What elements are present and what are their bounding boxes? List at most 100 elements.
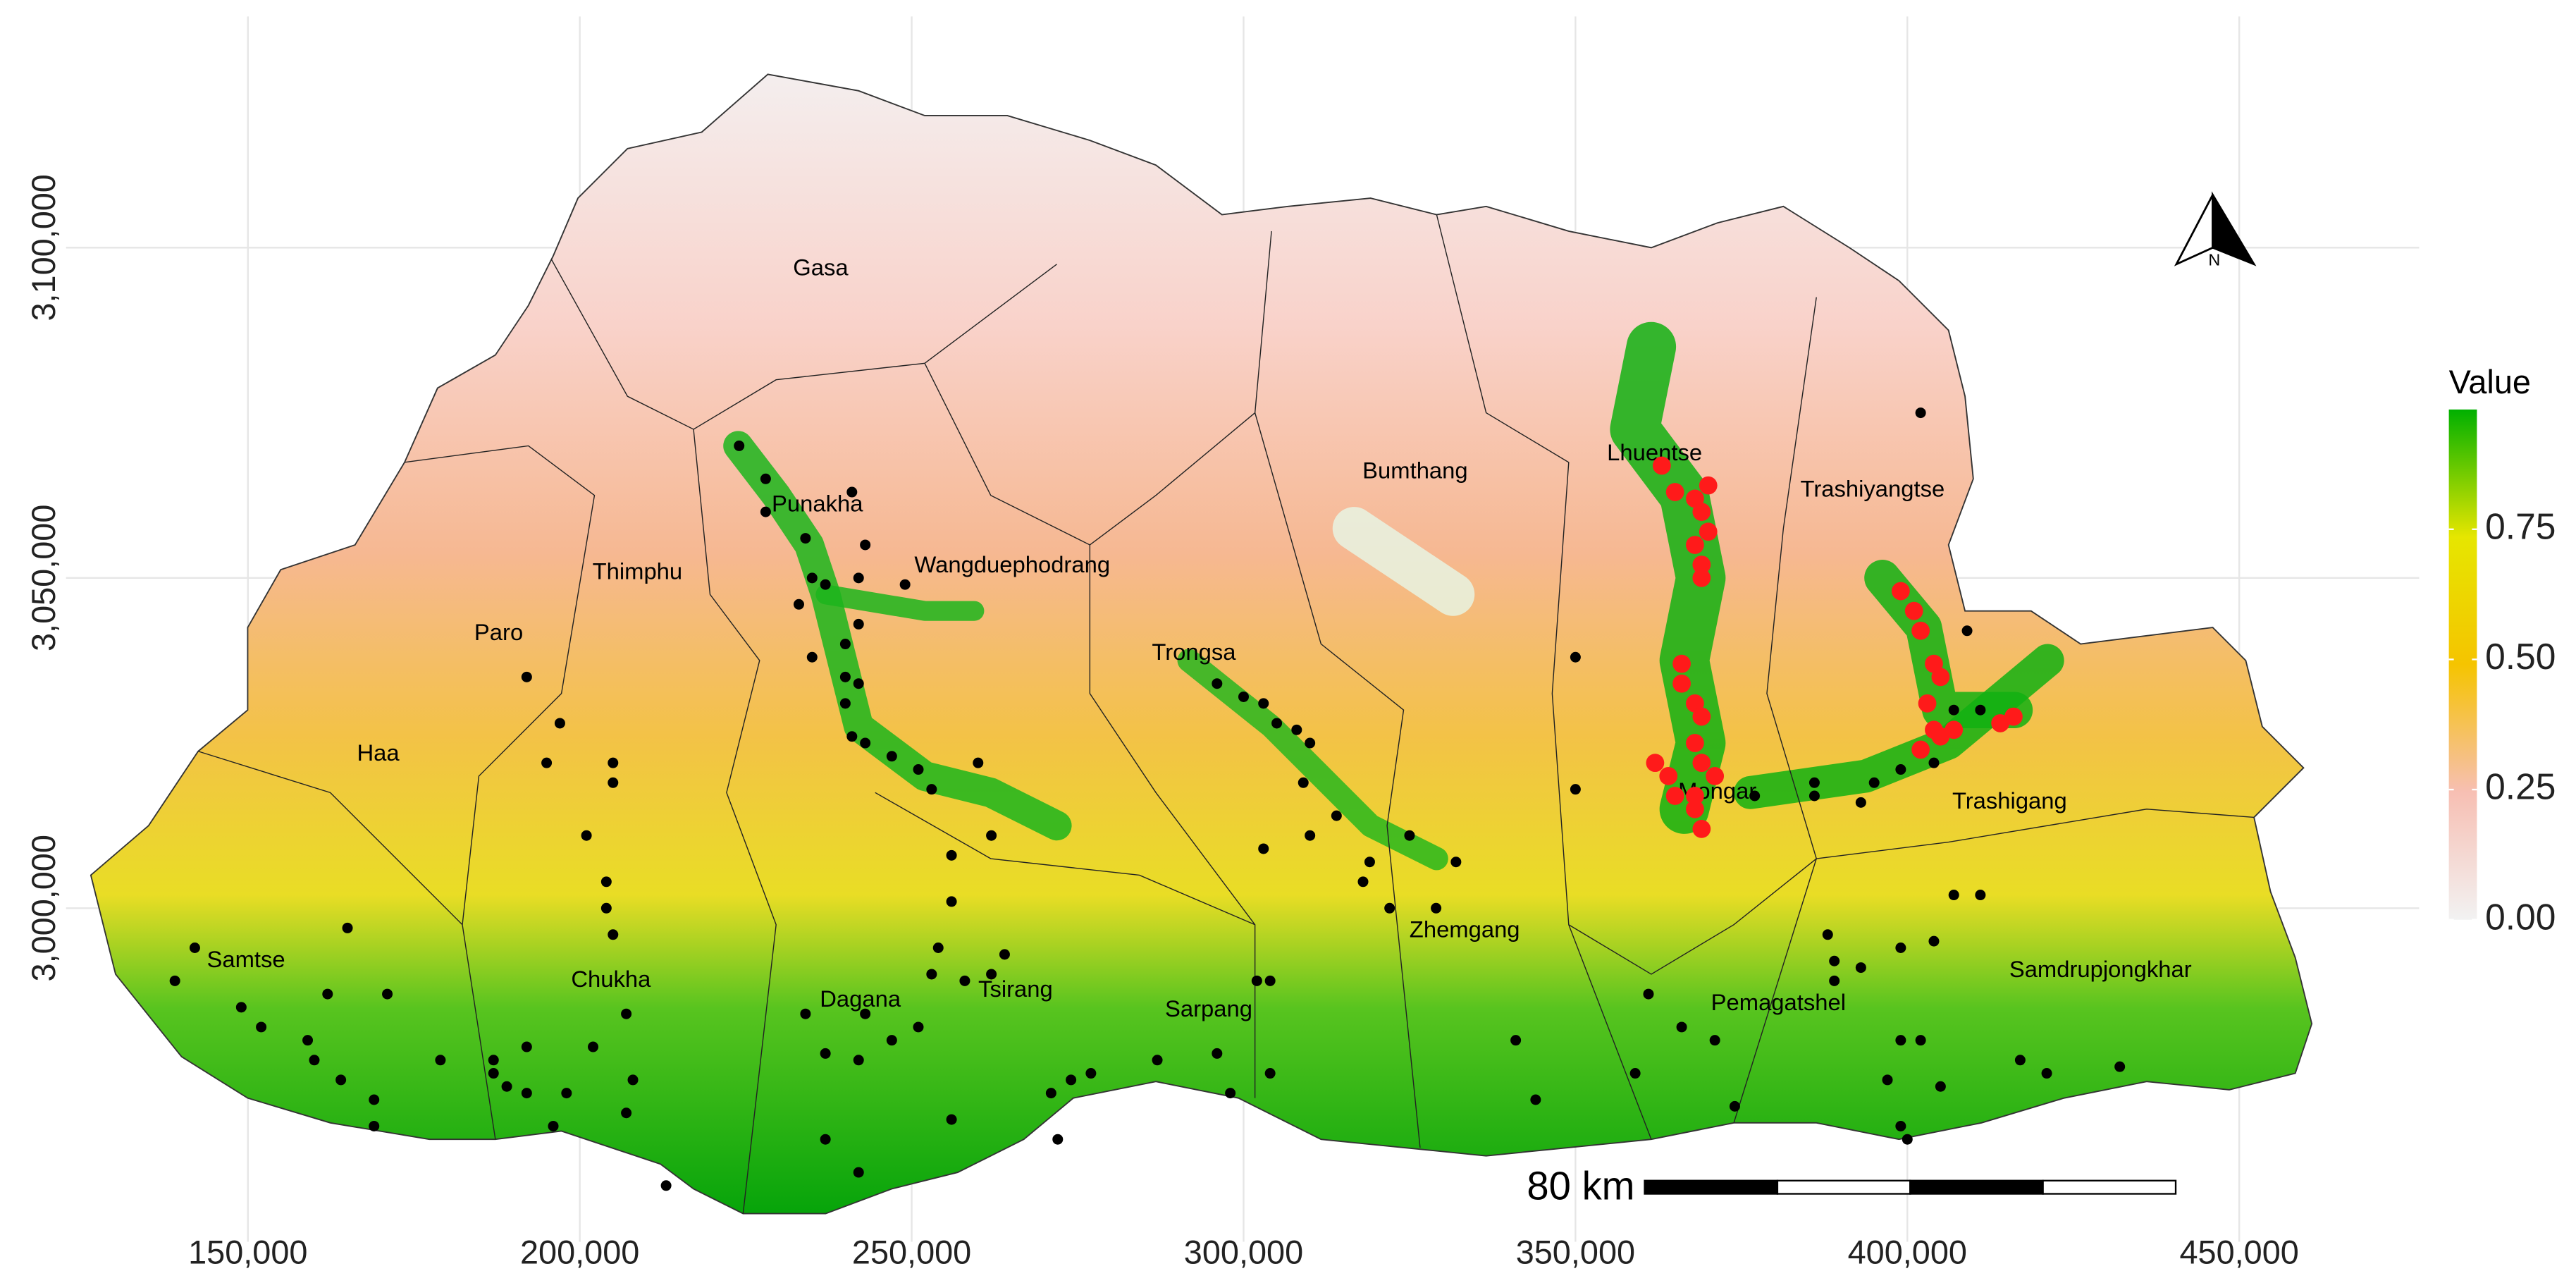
point	[1225, 1088, 1236, 1099]
point	[1066, 1074, 1077, 1086]
highlight-point	[1891, 582, 1910, 601]
point	[800, 533, 811, 544]
scale-bar-label: 80 km	[1527, 1163, 1634, 1208]
point	[1450, 857, 1462, 868]
point	[1676, 1021, 1687, 1033]
point	[853, 572, 864, 584]
point	[1331, 810, 1342, 821]
valley	[723, 431, 1072, 841]
point	[435, 1055, 446, 1066]
district-label: Samtse	[207, 946, 285, 972]
point	[1305, 737, 1316, 749]
legend-tick-label: 0.00	[2485, 896, 2556, 937]
point	[1709, 1035, 1720, 1046]
highlight-point	[1686, 787, 1704, 805]
snow-patch	[1332, 507, 1475, 616]
point	[588, 1041, 599, 1052]
highlight-point	[1692, 568, 1711, 587]
point	[1915, 1035, 1926, 1046]
highlight-point	[1665, 787, 1684, 805]
district-label: Trashigang	[1952, 787, 2067, 814]
point	[548, 1120, 559, 1131]
point	[1829, 955, 1840, 966]
point	[1822, 929, 1833, 940]
highlight-point	[2004, 707, 2023, 726]
highlight-point	[1692, 707, 1711, 726]
point	[860, 1008, 871, 1019]
highlight-point	[1931, 668, 1950, 687]
district-label: Zhemgang	[1410, 916, 1520, 943]
point	[608, 757, 619, 768]
point	[959, 975, 970, 986]
point	[621, 1107, 632, 1119]
point	[608, 929, 619, 940]
boundary	[1733, 297, 1817, 1124]
point	[1961, 625, 1973, 637]
district-boundaries	[197, 214, 2255, 1214]
highlight-point	[1692, 555, 1711, 574]
highlight-point	[1904, 601, 1923, 620]
district-label: Gasa	[793, 254, 849, 280]
point	[886, 751, 897, 762]
point	[1895, 1120, 1906, 1131]
terrain	[90, 73, 2313, 1215]
x-tick-label: 350,000	[1516, 1234, 1635, 1271]
district-label: Thimphu	[593, 558, 683, 584]
point	[309, 1055, 320, 1066]
point	[1357, 876, 1369, 888]
highlight-point	[1911, 621, 1930, 640]
point	[554, 718, 565, 729]
point	[660, 1180, 672, 1191]
point	[1895, 764, 1906, 775]
boundary	[544, 247, 1057, 430]
point	[521, 671, 532, 682]
point	[986, 830, 997, 841]
point	[973, 757, 984, 768]
point	[235, 1002, 247, 1013]
district-label: Chukha	[571, 966, 651, 992]
point	[886, 1035, 897, 1046]
point	[820, 579, 831, 590]
point	[986, 969, 997, 980]
point	[1915, 407, 1926, 419]
point	[1902, 1134, 1913, 1145]
point	[1928, 757, 1940, 768]
point	[946, 849, 957, 861]
highlight-point	[1692, 754, 1711, 773]
point	[734, 440, 745, 451]
point	[322, 988, 333, 1000]
scale-segment	[1909, 1179, 2044, 1195]
boundary	[693, 429, 777, 1214]
point	[1882, 1074, 1893, 1086]
point	[853, 1055, 864, 1066]
highlight-point	[1686, 536, 1704, 554]
point	[1305, 830, 1316, 841]
point	[1364, 857, 1375, 868]
scale-segment	[2042, 1179, 2177, 1195]
point	[946, 1114, 957, 1125]
boundary	[197, 751, 463, 926]
boundary	[1436, 214, 1652, 1140]
highlight-point	[1659, 767, 1678, 785]
point	[999, 949, 1010, 960]
point	[1291, 724, 1302, 735]
x-tick-label: 450,000	[2180, 1234, 2299, 1271]
district-label: Wangduephodrang	[914, 551, 1110, 577]
boundary	[875, 792, 1255, 926]
north-arrow: N	[2174, 191, 2257, 269]
x-tick-label: 400,000	[1848, 1234, 1967, 1271]
district-label: Bumthang	[1362, 458, 1467, 484]
point	[839, 639, 851, 650]
point	[853, 618, 864, 630]
point	[926, 969, 937, 980]
legend: Value 0.00 0.25 0.50 0.75	[2448, 364, 2556, 937]
point	[169, 975, 180, 986]
point	[627, 1074, 639, 1086]
point	[760, 473, 771, 484]
point	[1530, 1094, 1541, 1105]
point	[501, 1081, 512, 1092]
scale-bar: 80 km	[1527, 1163, 2177, 1208]
point	[1264, 1068, 1276, 1079]
highlight-point	[1672, 654, 1691, 673]
